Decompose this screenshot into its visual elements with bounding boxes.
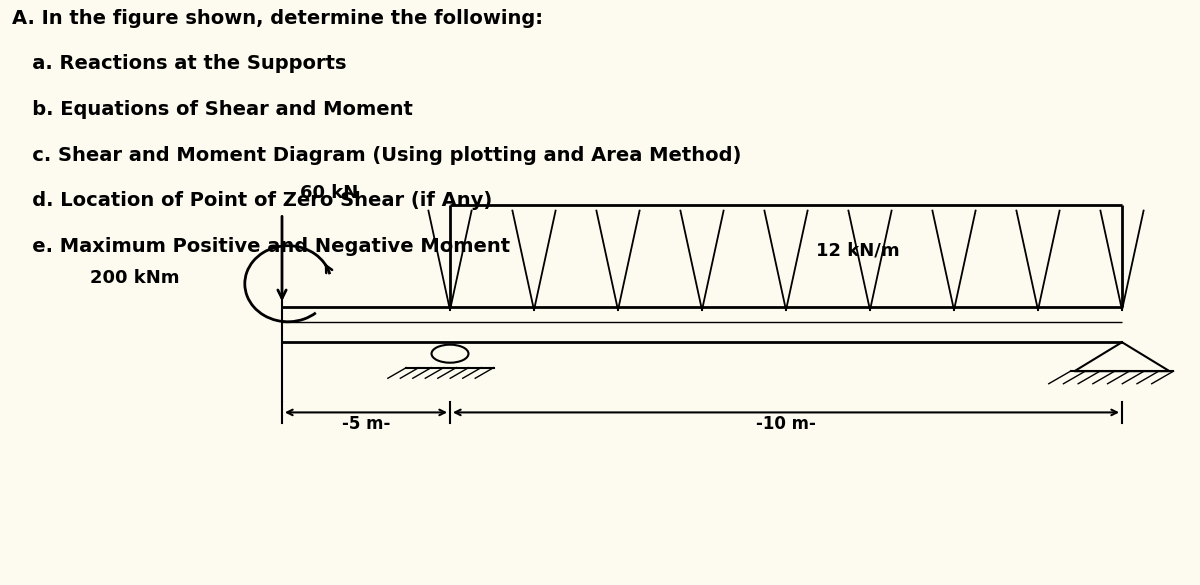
Text: A. In the figure shown, determine the following:: A. In the figure shown, determine the fo… bbox=[12, 9, 542, 27]
Text: -10 m-: -10 m- bbox=[756, 415, 816, 433]
Text: 12 kN/m: 12 kN/m bbox=[816, 241, 900, 259]
Text: 60 kN: 60 kN bbox=[300, 184, 359, 202]
Text: e. Maximum Positive and Negative Moment: e. Maximum Positive and Negative Moment bbox=[12, 237, 510, 256]
Text: a. Reactions at the Supports: a. Reactions at the Supports bbox=[12, 54, 347, 73]
Text: d. Location of Point of Zero Shear (if Any): d. Location of Point of Zero Shear (if A… bbox=[12, 191, 492, 210]
Text: 200 kNm: 200 kNm bbox=[90, 269, 180, 287]
Text: -5 m-: -5 m- bbox=[342, 415, 390, 433]
Text: b. Equations of Shear and Moment: b. Equations of Shear and Moment bbox=[12, 100, 413, 119]
Text: c. Shear and Moment Diagram (Using plotting and Area Method): c. Shear and Moment Diagram (Using plott… bbox=[12, 146, 742, 164]
